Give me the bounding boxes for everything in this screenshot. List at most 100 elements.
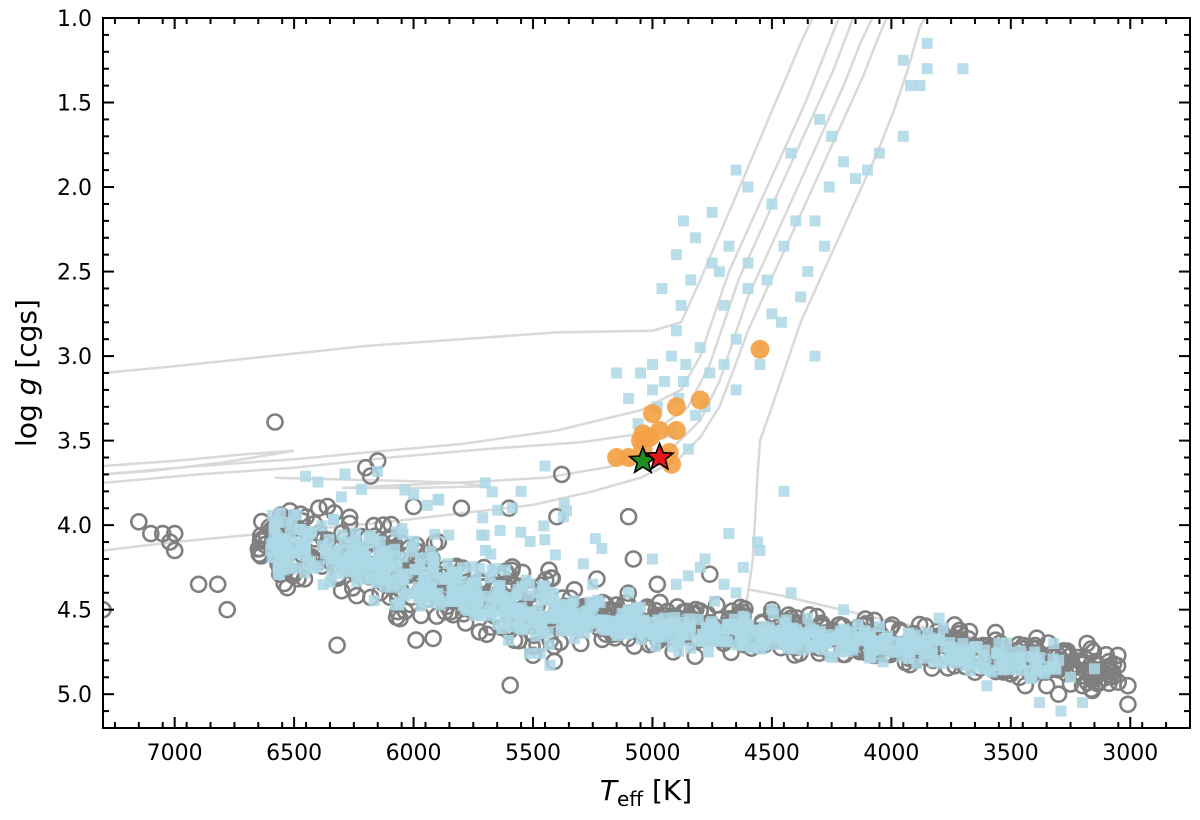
blue-square-point <box>786 632 798 644</box>
blue-square-point <box>485 596 497 608</box>
blue-square-point <box>937 622 949 634</box>
blue-square-point <box>841 635 853 647</box>
grey-circle-point <box>552 465 571 484</box>
blue-square-point <box>921 37 933 49</box>
blue-square-point <box>524 578 536 589</box>
blue-square-point <box>948 642 960 654</box>
blue-square-point <box>718 299 730 311</box>
blue-square-point <box>690 409 701 421</box>
isochrone-3 <box>103 18 855 485</box>
blue-square-point <box>344 552 356 564</box>
blue-square-point <box>682 443 694 455</box>
blue-square-point <box>634 601 646 613</box>
blue-square-point <box>460 603 472 615</box>
blue-square-point <box>647 553 658 565</box>
blue-square-point <box>604 618 616 629</box>
blue-square-point <box>936 657 948 669</box>
grey-circle-point <box>142 524 160 543</box>
grey-circle-point <box>1049 685 1068 704</box>
blue-square-point <box>668 619 680 631</box>
blue-square-point <box>341 566 353 578</box>
x-tick-label: 6500 <box>266 741 322 766</box>
blue-square-point <box>795 629 807 640</box>
blue-square-point <box>523 589 535 601</box>
blue-square-point <box>509 603 521 615</box>
blue-square-point <box>586 603 598 615</box>
blue-square-point <box>750 637 762 649</box>
blue-square-point <box>364 571 376 583</box>
blue-square-point <box>266 552 278 564</box>
blue-square-point <box>701 624 713 636</box>
grey-circle-point <box>501 676 520 695</box>
y-tick-label: 5.0 <box>57 683 92 708</box>
grey-circle-point <box>424 629 442 648</box>
blue-square-point <box>572 625 584 637</box>
blue-square-point <box>380 550 392 562</box>
blue-square-point <box>598 620 610 632</box>
blue-square-point <box>819 240 830 252</box>
blue-square-point <box>669 612 681 624</box>
blue-square-point <box>524 647 536 659</box>
grey-circle-point <box>165 541 184 560</box>
blue-square-point <box>957 638 969 649</box>
grey-circle-point <box>165 524 184 543</box>
blue-square-point <box>545 610 557 622</box>
y-tick-label: 3.0 <box>57 345 92 370</box>
ticks-layer <box>103 17 1190 728</box>
blue-square-point <box>267 509 279 521</box>
blue-square-point <box>413 584 425 596</box>
blue-square-point <box>280 556 292 568</box>
blue-square-point <box>661 631 672 643</box>
blue-square-point <box>833 646 845 658</box>
blue-square-point <box>494 525 506 536</box>
blue-square-point <box>632 619 644 630</box>
blue-square-point <box>395 582 407 594</box>
blue-square-point <box>903 653 915 665</box>
x-tick-label: 5500 <box>505 741 561 766</box>
blue-square-point <box>539 460 551 472</box>
blue-square-point <box>539 534 551 546</box>
grey-circle-point <box>619 584 638 603</box>
blue-square-point <box>682 570 694 582</box>
blue-square-point <box>678 215 689 227</box>
blue-square-point <box>1031 655 1043 666</box>
blue-square-point <box>898 642 910 654</box>
orange-circle-point <box>666 421 686 440</box>
blue-square-point <box>706 257 718 269</box>
blue-square-point <box>902 627 914 639</box>
blue-square-point <box>840 625 852 637</box>
blue-square-point <box>469 578 481 590</box>
blue-square-point <box>635 367 646 379</box>
blue-square-point <box>670 249 682 261</box>
blue-square-point <box>911 658 923 670</box>
blue-square-point <box>485 606 497 618</box>
blue-square-point <box>579 627 590 639</box>
blue-square-point <box>632 418 644 430</box>
blue-square-point <box>636 633 647 645</box>
blue-square-point <box>707 627 719 639</box>
blue-square-point <box>428 555 440 567</box>
blue-square-point <box>507 502 518 514</box>
blue-square-point <box>721 635 733 647</box>
blue-square-point <box>723 528 735 540</box>
blue-square-point <box>670 633 682 645</box>
blue-square-point <box>948 657 960 669</box>
blue-square-point <box>913 638 925 650</box>
blue-square-point <box>288 547 300 559</box>
blue-square-point <box>730 384 742 396</box>
blue-square-point <box>873 621 885 633</box>
grey-circle-point <box>960 622 979 641</box>
blue-square-point <box>419 566 431 578</box>
blue-square-point <box>535 594 547 606</box>
blue-square-point <box>589 615 601 627</box>
blue-square-point <box>809 215 821 227</box>
x-tick-label: 5000 <box>624 741 680 766</box>
blue-square-point <box>415 552 427 564</box>
blue-square-point <box>670 325 682 337</box>
blue-square-point <box>293 524 305 535</box>
blue-square-point <box>780 614 792 626</box>
x-tick-label: 7000 <box>147 741 203 766</box>
blue-square-point <box>334 555 346 567</box>
blue-square-point <box>706 616 718 628</box>
blue-square-point <box>336 529 348 541</box>
